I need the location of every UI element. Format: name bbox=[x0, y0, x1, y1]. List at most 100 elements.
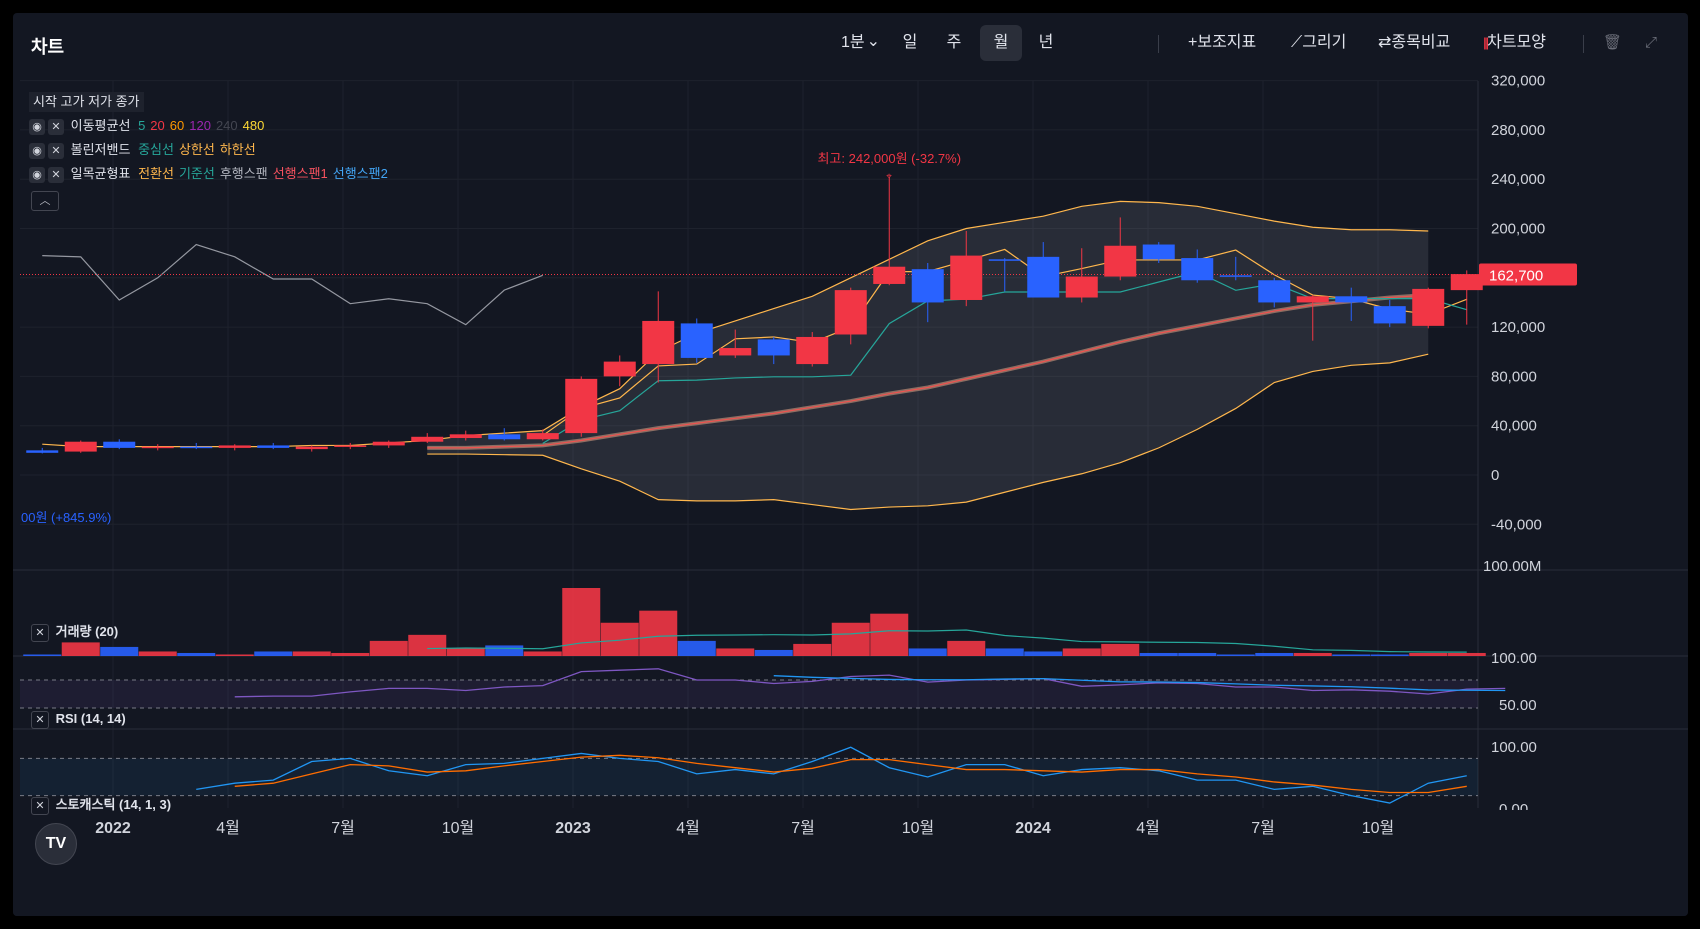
candle-body bbox=[141, 446, 174, 449]
candle-body bbox=[1104, 245, 1137, 277]
price-tick-label: 80,000 bbox=[1491, 368, 1537, 385]
ichimoku-item-1: 기준선 bbox=[178, 166, 215, 181]
ichimoku-lagging-line bbox=[42, 243, 543, 326]
volume-bar bbox=[1139, 652, 1178, 656]
close-icon[interactable]: ✕ bbox=[31, 796, 49, 815]
volume-bar bbox=[1178, 652, 1217, 656]
tradingview-logo: TV bbox=[35, 823, 77, 865]
volume-bar bbox=[446, 648, 485, 656]
close-icon[interactable]: ✕ bbox=[31, 710, 49, 729]
eye-off-icon[interactable]: ◉ bbox=[29, 166, 45, 183]
timeframe-day[interactable]: 일 bbox=[902, 34, 918, 51]
candle-body bbox=[372, 441, 405, 446]
eye-off-icon[interactable]: ◉ bbox=[29, 142, 45, 159]
time-tick-label: 4월 bbox=[1136, 819, 1160, 837]
rsi-tick-label: 100.00 bbox=[1491, 650, 1537, 667]
time-tick-label: 10월 bbox=[902, 819, 935, 837]
chevron-down-icon: ⌄ bbox=[866, 33, 881, 50]
time-tick-label: 2022 bbox=[95, 820, 131, 837]
timeframe-month[interactable]: 월 bbox=[980, 25, 1022, 61]
rsi-label: RSI (14, 14) bbox=[55, 711, 126, 726]
volume-bar bbox=[1062, 648, 1101, 656]
candle-body bbox=[796, 336, 829, 365]
close-icon[interactable]: ✕ bbox=[31, 623, 49, 642]
volume-bar bbox=[1293, 652, 1332, 656]
ichimoku-legend: ◉ ✕ 일목균형표 전환선 기준선 후행스팬 선행스팬1 선행스팬2 bbox=[29, 164, 393, 184]
volume-bar bbox=[639, 610, 678, 656]
close-icon[interactable]: ✕ bbox=[48, 166, 64, 183]
ichimoku-item-3: 선행스팬1 bbox=[272, 166, 328, 181]
volume-pane-label: ✕ 거래량 (20) bbox=[31, 623, 119, 642]
volume-bar bbox=[1101, 643, 1140, 656]
stoch-pane-label: ✕ 스토캐스틱 (14, 1, 3) bbox=[31, 796, 171, 815]
chart-header: 차트 1분 ⌄ 일 주 월 년 +보조지표 ⟋그리기 ⇄종목비교 |||차트모양 … bbox=[13, 13, 1688, 73]
candle-body bbox=[1450, 274, 1483, 291]
volume-bar bbox=[908, 648, 947, 656]
chart-style-button[interactable]: |||차트모양 bbox=[1483, 25, 1546, 61]
time-tick-label: 2023 bbox=[555, 820, 591, 837]
rsi-line bbox=[234, 668, 1506, 698]
volume-bar bbox=[1216, 654, 1255, 656]
trash-icon[interactable]: 🗑 bbox=[1603, 34, 1623, 51]
ichimoku-item-2: 후행스팬 bbox=[219, 166, 268, 181]
volume-bar bbox=[408, 634, 447, 656]
volume-bar bbox=[254, 651, 293, 656]
volume-bar bbox=[793, 643, 832, 656]
volume-bar bbox=[754, 649, 793, 656]
volume-bar bbox=[215, 654, 254, 656]
stoch-tick-label: 100.00 bbox=[1491, 739, 1537, 756]
candle-body bbox=[1296, 296, 1329, 303]
ma-period-5: 480 bbox=[242, 118, 265, 133]
price-tick-label: 40,000 bbox=[1491, 418, 1537, 435]
close-icon[interactable]: ✕ bbox=[48, 118, 64, 135]
timeframe-year[interactable]: 년 bbox=[1038, 34, 1054, 51]
candle-body bbox=[526, 433, 559, 440]
rsi-band bbox=[20, 680, 1478, 708]
volume-bar bbox=[61, 642, 100, 656]
candle-body bbox=[257, 445, 290, 448]
volume-bar bbox=[870, 613, 909, 656]
volume-bar bbox=[1024, 651, 1063, 656]
close-icon[interactable]: ✕ bbox=[48, 142, 64, 159]
candle-body bbox=[295, 446, 328, 450]
eye-off-icon[interactable]: ◉ bbox=[29, 118, 45, 135]
candle-body bbox=[911, 269, 944, 303]
timeframe-week[interactable]: 주 bbox=[946, 34, 962, 51]
candle-body bbox=[565, 378, 598, 434]
stoch-d-line bbox=[234, 754, 1467, 794]
volume-bar bbox=[292, 651, 331, 656]
candle-body bbox=[1412, 288, 1445, 326]
time-tick-label: 7월 bbox=[1251, 819, 1275, 837]
add-indicator-button[interactable]: +보조지표 bbox=[1188, 34, 1257, 51]
compare-button[interactable]: ⇄종목비교 bbox=[1378, 34, 1451, 51]
divider bbox=[1158, 35, 1159, 53]
draw-button[interactable]: ⟋그리기 bbox=[1291, 34, 1347, 51]
volume-bar bbox=[947, 640, 986, 656]
volume-label: 거래량 (20) bbox=[55, 624, 119, 639]
time-tick-label: 10월 bbox=[442, 819, 475, 837]
volume-bar bbox=[485, 645, 524, 656]
rsi-pane-label: ✕ RSI (14, 14) bbox=[31, 710, 126, 729]
candle-body bbox=[64, 441, 97, 452]
candle-body bbox=[1142, 244, 1175, 260]
volume-bar bbox=[985, 648, 1024, 656]
time-tick-label: 7월 bbox=[791, 819, 815, 837]
volume-tick-label: 100.00M bbox=[1483, 558, 1541, 575]
chevron-up-icon: ︿ bbox=[39, 195, 51, 207]
bb-label: 볼린저밴드 bbox=[70, 142, 131, 157]
chart-canvas[interactable]: 320,000280,000240,000200,000160,000120,0… bbox=[13, 13, 1688, 916]
bb-item-0: 중심선 bbox=[138, 142, 174, 157]
candle-body bbox=[988, 259, 1021, 261]
volume-bar bbox=[100, 646, 139, 656]
volume-bar bbox=[523, 651, 562, 656]
candle-body bbox=[180, 446, 213, 449]
fullscreen-icon[interactable]: ⤢ bbox=[1645, 34, 1658, 51]
ma-period-0: 5 bbox=[138, 118, 146, 133]
current-price-badge bbox=[1479, 263, 1577, 286]
volume-bar bbox=[1447, 652, 1486, 656]
ichimoku-label: 일목균형표 bbox=[70, 166, 131, 181]
price-tick-label: -40,000 bbox=[1491, 516, 1542, 533]
ohlc-legend: 시작 고가 저가 종가 bbox=[29, 92, 144, 112]
collapse-legend-button[interactable]: ︿ bbox=[31, 191, 59, 211]
timeframe-1min-dropdown[interactable]: 1분 ⌄ bbox=[841, 25, 880, 61]
